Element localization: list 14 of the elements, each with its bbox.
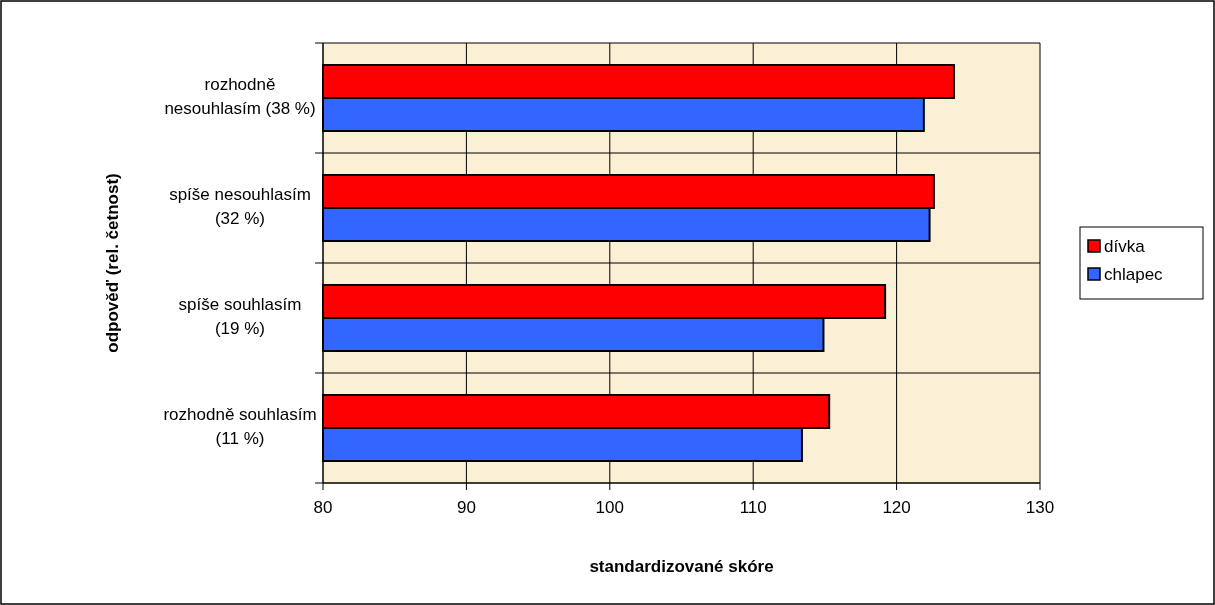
x-axis-title: standardizované skóre	[589, 557, 774, 576]
legend-label: dívka	[1104, 237, 1146, 256]
x-tick-label: 110	[739, 498, 767, 517]
x-tick-label: 100	[595, 498, 624, 517]
y-tick-label: rozhodně souhlasím (11 %)	[163, 405, 317, 449]
x-tick-label: 120	[882, 498, 911, 517]
x-tick-label: 130	[1025, 498, 1055, 517]
y-tick-label: spíše nesouhlasím (32 %)	[169, 185, 311, 229]
x-tick-label: 80	[313, 498, 333, 517]
y-tick-label: rozhodně nesouhlasím (38 %)	[164, 75, 316, 119]
legend-label: chlapec	[1104, 265, 1164, 284]
x-tick-label: 90	[456, 498, 476, 517]
y-tick-label: spíše souhlasím (19 %)	[178, 295, 302, 339]
y-axis-title: odpověď (rel. četnost)	[103, 173, 122, 353]
